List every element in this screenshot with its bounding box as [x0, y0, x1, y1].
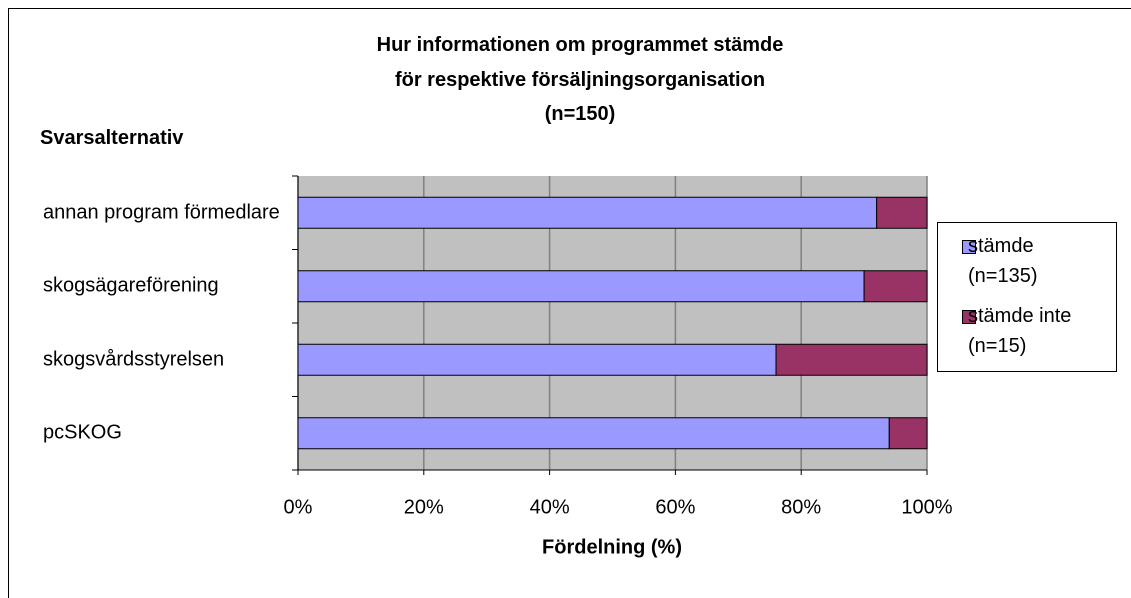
bar-segment [863, 270, 928, 303]
legend-swatch [962, 240, 976, 254]
category-label: pcSKOG [43, 421, 122, 444]
x-axis-label: Fördelning (%) [542, 536, 682, 559]
x-tick-label: 80% [781, 496, 822, 519]
bar-segment [876, 196, 928, 229]
bar-segment [297, 270, 865, 303]
x-tick-label: 100% [901, 496, 953, 519]
chart-border [8, 8, 1131, 598]
x-tick-label: 0% [283, 496, 313, 519]
bar-segment [775, 343, 928, 376]
category-label: skogsägareförening [43, 274, 219, 297]
bar-segment [888, 417, 928, 450]
bar-segment [297, 417, 890, 450]
chart-title: Hur informationen om programmet stämde [376, 34, 784, 56]
legend-label: stämde (n=135) [968, 235, 1038, 287]
legend-label: stämde inte (n=15) [968, 305, 1072, 357]
x-tick-label: 60% [655, 496, 696, 519]
bar-segment [297, 196, 878, 229]
legend: stämde (n=135) stämde inte (n=15) [937, 222, 1117, 372]
legend-swatch [962, 310, 976, 324]
y-axis-label: Svarsalternativ [40, 127, 184, 149]
category-label: annan program förmedlare [43, 201, 280, 224]
chart-title: för respektive försäljningsorganisation [394, 69, 766, 91]
chart-title: (n=150) [544, 103, 616, 125]
x-tick-label: 40% [529, 496, 570, 519]
bar-segment [297, 343, 777, 376]
category-label: skogsvårdsstyrelsen [43, 348, 225, 371]
x-tick-label: 20% [403, 496, 444, 519]
